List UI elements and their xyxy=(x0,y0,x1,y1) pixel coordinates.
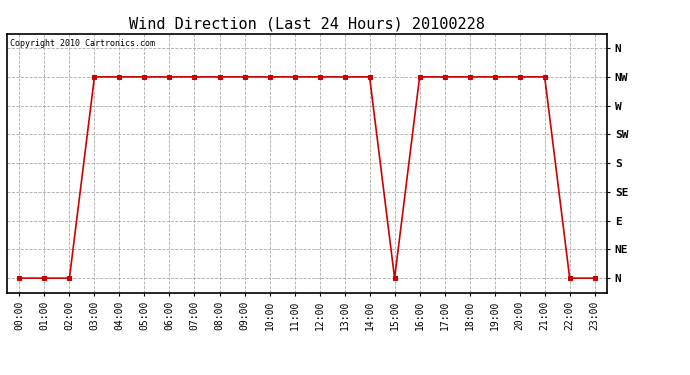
Text: Copyright 2010 Cartronics.com: Copyright 2010 Cartronics.com xyxy=(10,39,155,48)
Title: Wind Direction (Last 24 Hours) 20100228: Wind Direction (Last 24 Hours) 20100228 xyxy=(129,16,485,31)
